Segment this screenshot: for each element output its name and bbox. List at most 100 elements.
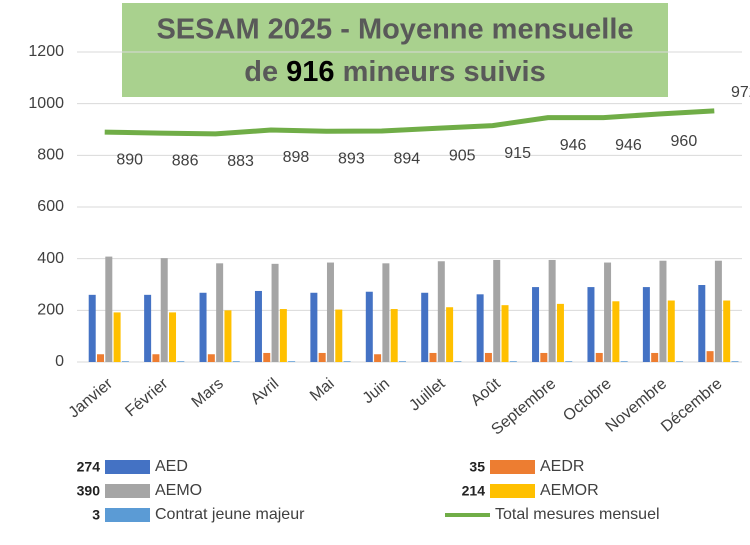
legend-swatch xyxy=(105,484,150,498)
bar xyxy=(642,287,650,362)
title-part: mineurs suivis xyxy=(343,56,546,88)
bar xyxy=(437,261,445,362)
data-label: 972 xyxy=(731,84,750,101)
legend-label: AED xyxy=(155,458,188,475)
legend-value: 35 xyxy=(469,459,485,475)
title-box xyxy=(122,3,668,97)
bar xyxy=(398,361,406,362)
bar xyxy=(731,361,739,362)
legend-label: AEMO xyxy=(155,482,202,499)
legend-swatch xyxy=(105,460,150,474)
bar xyxy=(540,352,548,362)
y-tick-label: 600 xyxy=(37,198,64,215)
data-label: 886 xyxy=(172,152,199,169)
bar xyxy=(429,352,437,362)
bar xyxy=(620,361,628,362)
bar xyxy=(335,309,343,362)
bar xyxy=(421,292,429,362)
bar xyxy=(310,292,318,362)
data-label: 960 xyxy=(671,133,698,150)
bar xyxy=(595,352,603,362)
x-tick-label: Décembre xyxy=(658,375,726,436)
legend-value: 3 xyxy=(92,507,100,523)
bar xyxy=(382,263,390,362)
bar xyxy=(604,262,612,362)
legend-swatch xyxy=(490,484,535,498)
legend-swatch xyxy=(105,508,150,522)
bar xyxy=(446,307,454,362)
bar xyxy=(232,361,240,362)
bar xyxy=(169,312,177,362)
data-label: 915 xyxy=(504,145,531,162)
title-number: 916 xyxy=(286,56,334,88)
bar xyxy=(177,361,185,362)
bar xyxy=(698,285,706,362)
bar xyxy=(556,303,564,362)
y-tick-label: 800 xyxy=(37,147,64,164)
legend-label: AEDR xyxy=(540,458,584,475)
bar xyxy=(207,354,215,362)
bar xyxy=(105,256,113,362)
bar xyxy=(263,352,271,362)
bar xyxy=(113,312,121,362)
data-label: 946 xyxy=(615,137,642,154)
bar xyxy=(318,352,326,362)
legend-value: 214 xyxy=(462,483,486,499)
bar xyxy=(706,351,714,362)
bar xyxy=(144,294,152,362)
bar xyxy=(160,258,168,362)
legend-label: Total mesures mensuel xyxy=(495,506,660,523)
bar xyxy=(326,262,334,362)
bar xyxy=(343,361,351,362)
line xyxy=(104,108,715,137)
y-tick-label: 1200 xyxy=(28,43,64,60)
title-part: de xyxy=(244,56,278,88)
x-tick-label: Mars xyxy=(189,375,227,411)
bar xyxy=(390,309,398,362)
bar xyxy=(199,292,207,362)
chart-title: SESAM 2025 - Moyenne mensuelle xyxy=(156,14,633,46)
x-tick-label: Novembre xyxy=(603,375,671,436)
bar xyxy=(676,361,684,362)
x-tick-label: Janvier xyxy=(66,375,117,422)
bar xyxy=(659,260,667,362)
bar xyxy=(271,263,279,362)
bar xyxy=(288,361,296,362)
bar xyxy=(365,291,373,362)
bar xyxy=(279,309,287,362)
y-tick-label: 400 xyxy=(37,250,64,267)
bar xyxy=(88,294,96,362)
legend-label: AEMOR xyxy=(540,482,599,499)
legend-label: Contrat jeune majeur xyxy=(155,506,305,523)
y-tick-label: 200 xyxy=(37,302,64,319)
bar xyxy=(651,352,659,362)
data-label: 894 xyxy=(393,150,420,167)
bar xyxy=(565,361,573,362)
x-tick-label: Février xyxy=(122,375,172,420)
data-label: 883 xyxy=(227,153,254,170)
bar xyxy=(493,259,501,362)
bar xyxy=(97,354,105,362)
bar xyxy=(667,300,675,362)
data-label: 946 xyxy=(560,137,587,154)
bar xyxy=(484,352,492,362)
data-label: 905 xyxy=(449,147,476,164)
x-tick-label: Octobre xyxy=(560,375,615,425)
legend-value: 274 xyxy=(77,459,101,475)
x-tick-label: Juillet xyxy=(406,375,449,415)
bar xyxy=(723,300,731,362)
bar xyxy=(216,263,224,362)
bar xyxy=(714,260,722,362)
bar xyxy=(501,305,509,362)
legend-value: 390 xyxy=(77,483,101,499)
bar xyxy=(532,287,540,362)
bar xyxy=(152,354,160,362)
bar xyxy=(587,287,595,362)
bar xyxy=(374,354,382,362)
x-tick-label: Mai xyxy=(307,375,338,405)
legend-swatch xyxy=(490,460,535,474)
bar xyxy=(454,361,462,362)
bar xyxy=(121,361,129,362)
bar xyxy=(254,290,262,362)
